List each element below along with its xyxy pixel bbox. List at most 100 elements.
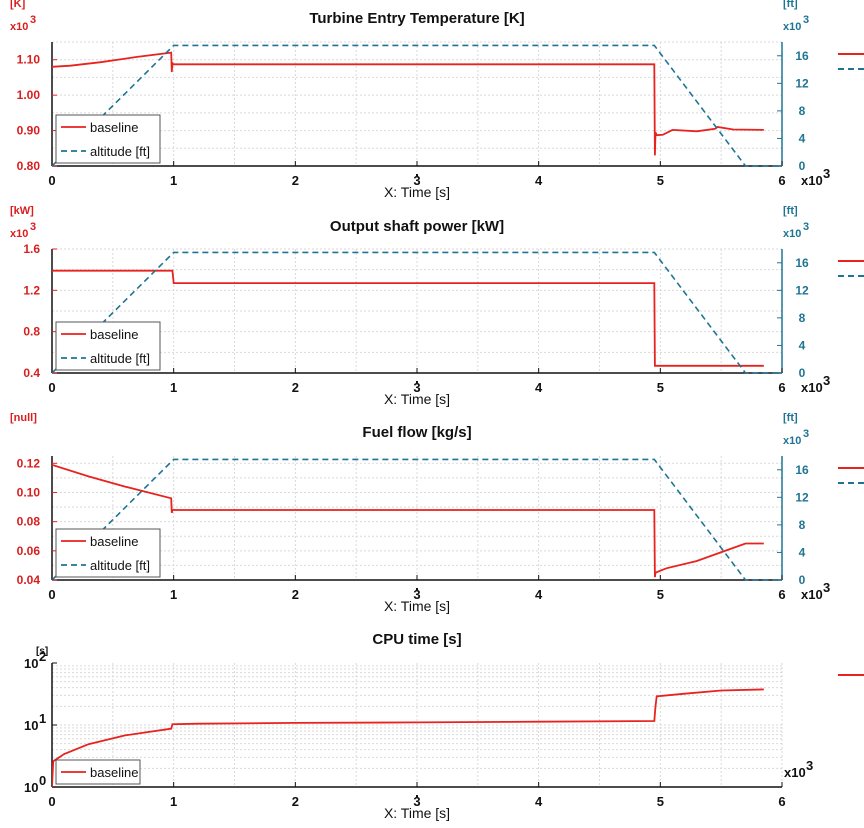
y-tick-label-base: 10 xyxy=(24,718,38,733)
legend-label: baseline xyxy=(90,120,138,135)
series-line-baseline xyxy=(52,269,764,367)
x-axis-label: X: Time [s] xyxy=(384,805,450,821)
y-tick-label: 0.4 xyxy=(23,366,40,380)
legend-label: baseline xyxy=(90,765,138,780)
x-tick-label: 4 xyxy=(535,173,543,188)
legend: baseline altitude [ft] xyxy=(55,528,161,578)
x-tick-label: 3 xyxy=(413,794,420,809)
chart-panel-3: Fuel flow [kg/s]0 1 2 3 4 5 6X: Time [s]x10 30.… xyxy=(10,412,864,614)
y-tick-label: 0.8 xyxy=(23,325,40,339)
y-tick-label: 0.90 xyxy=(17,124,41,138)
y-tick-label: 0.06 xyxy=(17,544,41,558)
x-tick-label: 4 xyxy=(535,587,543,602)
x-tick-label: 1 xyxy=(170,380,177,395)
x-axis-label: X: Time [s] xyxy=(384,184,450,200)
chart-title: Turbine Entry Temperature [K] xyxy=(309,10,524,27)
y-right-multiplier: x10 xyxy=(783,228,801,240)
y-tick-label: 0.12 xyxy=(17,456,41,470)
y-tick-label-base: 10 xyxy=(24,780,38,795)
y-right-multiplier-exp: 3 xyxy=(803,221,809,233)
y-multiplier: x10 xyxy=(10,228,28,240)
y-right-tick-label: 8 xyxy=(799,104,806,118)
x-tick-label: 1 xyxy=(170,794,177,809)
x-tick-label: 2 xyxy=(292,173,299,188)
y-multiplier-exp: 3 xyxy=(30,221,36,233)
y-right-tick-label: 8 xyxy=(799,518,806,532)
y-multiplier-exp: 3 xyxy=(30,14,36,26)
legend: baseline altitude [ft] xyxy=(55,114,161,164)
y-tick-label-exp: 0 xyxy=(39,773,46,788)
y-tick-label: 0.08 xyxy=(17,515,41,529)
y-right-unit-label: [ft] xyxy=(783,412,798,424)
y-right-tick-label: 4 xyxy=(799,545,806,559)
y-unit-label: [kW] xyxy=(10,205,34,217)
x-tick-label: 0 xyxy=(48,587,55,602)
x-axis-label: X: Time [s] xyxy=(384,598,450,614)
y-right-tick-label: 0 xyxy=(799,366,806,380)
legend-label: altitude [ft] xyxy=(90,558,150,573)
x-tick-label: 0 xyxy=(48,794,55,809)
x-axis-label: X: Time [s] xyxy=(384,391,450,407)
y-tick-label-exp: 1 xyxy=(39,711,46,726)
series-line-altitude xyxy=(52,458,782,581)
legend-box xyxy=(55,528,161,578)
x-multiplier: x10 xyxy=(784,765,806,780)
outer-legend-markers xyxy=(838,467,864,484)
y-tick-label: 1.00 xyxy=(17,88,41,102)
x-tick-label: 2 xyxy=(292,380,299,395)
x-multiplier-exp: 3 xyxy=(823,166,830,181)
y-right-tick-label: 8 xyxy=(799,311,806,325)
y-right-unit-label: [ft] xyxy=(783,205,798,217)
chart-title: Fuel flow [kg/s] xyxy=(362,424,471,441)
x-tick-label: 1 xyxy=(170,587,177,602)
x-tick-label: 6 xyxy=(778,380,785,395)
x-tick-label: 5 xyxy=(657,380,664,395)
y-multiplier: x10 xyxy=(10,21,28,33)
x-multiplier: x10 xyxy=(801,587,823,602)
x-tick-label: 6 xyxy=(778,173,785,188)
y-right-unit-label: [ft] xyxy=(783,0,798,10)
x-tick-label: 0 xyxy=(48,380,55,395)
y-right-tick-label: 4 xyxy=(799,131,806,145)
outer-legend-markers xyxy=(838,260,864,277)
legend: baseline xyxy=(55,759,141,785)
y-right-tick-label: 16 xyxy=(795,256,809,270)
y-unit-label: [K] xyxy=(10,0,26,10)
x-tick-label: 3 xyxy=(413,587,420,602)
x-tick-label: 2 xyxy=(292,587,299,602)
y-tick-label-exp: 2 xyxy=(39,649,46,664)
grid xyxy=(51,663,783,788)
y-right-tick-label: 0 xyxy=(799,159,806,173)
x-tick-label: 4 xyxy=(535,380,543,395)
y-tick-label-base: 10 xyxy=(24,656,38,671)
x-multiplier: x10 xyxy=(801,380,823,395)
x-tick-label: 5 xyxy=(657,173,664,188)
y-tick-label: 1.6 xyxy=(23,242,40,256)
x-multiplier-exp: 3 xyxy=(823,373,830,388)
legend-label: baseline xyxy=(90,327,138,342)
y-right-tick-label: 16 xyxy=(795,463,809,477)
x-multiplier: x10 xyxy=(801,173,823,188)
chart-title: CPU time [s] xyxy=(372,631,461,648)
y-right-tick-label: 12 xyxy=(795,76,809,90)
y-right-multiplier-exp: 3 xyxy=(803,428,809,440)
y-right-multiplier-exp: 3 xyxy=(803,14,809,26)
x-tick-label: 6 xyxy=(778,587,785,602)
grid xyxy=(51,248,783,374)
series-line-baseline xyxy=(52,51,764,156)
chart-title: Output shaft power [kW] xyxy=(330,218,504,235)
x-tick-label: 4 xyxy=(535,794,543,809)
series-line-altitude xyxy=(52,251,782,374)
chart-panel-1: Turbine Entry Temperature [K] 0 1 2 3 4 5 6 X: T… xyxy=(10,0,864,200)
y-unit-label: [null] xyxy=(10,412,37,424)
x-tick-label: 0 xyxy=(48,173,55,188)
chart-panel-2: Output shaft power [kW]0 1 2 3 4 5 6X: Time [s… xyxy=(10,205,864,407)
y-right-tick-label: 12 xyxy=(795,283,809,297)
grid xyxy=(51,41,783,167)
legend-label: altitude [ft] xyxy=(90,144,150,159)
x-tick-label: 5 xyxy=(657,587,664,602)
y-tick-label: 1.10 xyxy=(17,53,41,67)
y-right-multiplier: x10 xyxy=(783,435,801,447)
